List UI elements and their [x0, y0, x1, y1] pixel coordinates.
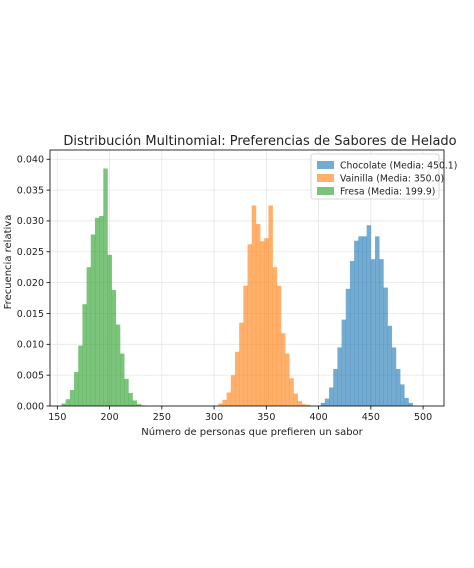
histogram-bar [78, 345, 83, 406]
x-tick-label: 500 [414, 412, 432, 423]
series-0 [320, 225, 413, 406]
histogram-bar [370, 259, 376, 406]
x-tick-label: 250 [153, 412, 171, 423]
histogram-bar [404, 397, 409, 406]
histogram-bar [107, 254, 112, 406]
y-tick-label: 0.015 [17, 309, 44, 320]
histogram-bar [115, 324, 121, 406]
legend-label: Fresa (Media: 199.9) [340, 187, 435, 198]
histogram-bar [379, 259, 384, 406]
y-tick-label: 0.005 [17, 370, 44, 381]
histogram-bar [222, 399, 227, 406]
histogram-bar [297, 401, 303, 406]
histogram-bar [400, 384, 405, 406]
histogram-bar [247, 244, 253, 406]
histogram-bar [251, 205, 257, 406]
histogram-bar [74, 372, 79, 406]
y-tick-label: 0.000 [17, 401, 44, 412]
x-tick-label: 450 [362, 412, 380, 423]
histogram-bar [349, 261, 355, 406]
histogram-bar [243, 285, 248, 406]
histogram-bar [268, 205, 273, 406]
histogram-bar [218, 403, 223, 406]
histogram-bar [124, 378, 129, 406]
histogram-bar [306, 404, 311, 406]
histogram-bar [136, 404, 142, 406]
legend: Chocolate (Media: 450.1) Vainilla (Media:… [310, 153, 457, 200]
histogram-bar [387, 325, 393, 406]
histogram-bar [99, 216, 104, 406]
y-tick-label: 0.025 [17, 247, 44, 258]
histogram-bar [128, 393, 133, 406]
histogram-bar [132, 400, 138, 406]
histogram-bar [358, 236, 363, 406]
histogram-bar [383, 287, 388, 406]
legend-box [310, 153, 440, 200]
histogram-bar [341, 319, 347, 406]
y-tick-label: 0.035 [17, 185, 44, 196]
histogram-bar [90, 234, 96, 406]
histogram-bar [375, 236, 380, 406]
legend-swatch [317, 187, 334, 195]
legend-swatch [317, 161, 334, 169]
histogram-bar [103, 168, 108, 406]
histogram-bar [280, 333, 286, 406]
histogram-bar [391, 347, 397, 406]
x-tick-label: 150 [48, 412, 66, 423]
histogram-bar [230, 375, 236, 406]
histogram-bars [61, 168, 413, 406]
histogram-bar [276, 285, 282, 406]
histogram-bar [264, 238, 269, 406]
histogram-bar [120, 353, 125, 406]
histogram-bar [94, 217, 100, 406]
histogram-bar [333, 368, 338, 406]
y-tick-label: 0.010 [17, 340, 44, 351]
histogram-bar [301, 404, 307, 406]
histogram-bar [329, 387, 334, 406]
histogram-bar [272, 267, 278, 406]
histogram-bar [408, 402, 413, 406]
legend-swatch [317, 174, 334, 182]
histogram-bar [324, 398, 330, 406]
y-tick-label: 0.040 [17, 155, 44, 166]
histogram-bar [354, 240, 359, 406]
y-tick-label: 0.030 [17, 216, 44, 227]
series-2 [61, 168, 146, 406]
histogram-bar [289, 378, 294, 406]
histogram-bar [255, 224, 261, 406]
histogram-bar [260, 241, 265, 406]
x-axis-label: Número de personas que prefieren un sabo… [141, 426, 363, 438]
histogram-bar [82, 304, 87, 406]
histogram-bar [320, 402, 326, 406]
chart-title: Distribución Multinomial: Preferencias d… [63, 134, 456, 149]
histogram-bar [69, 389, 75, 406]
y-axis-label: Frecuencia relativa [3, 215, 14, 310]
series-1 [218, 205, 311, 406]
histogram-bar [293, 393, 298, 406]
y-tick-label: 0.020 [17, 278, 44, 289]
x-tick-label: 200 [100, 412, 118, 423]
plot-frame [49, 149, 445, 407]
histogram-bar [362, 236, 367, 406]
histogram-bar [337, 347, 342, 406]
histogram-bar [86, 267, 92, 406]
histogram-bar [234, 351, 240, 406]
histogram-bar [61, 403, 66, 406]
axes: 150 200 250 300 350 400 450 500 0.000 0.005 0.010 0… [17, 155, 432, 423]
histogram-bar [111, 290, 117, 406]
histogram-bar [239, 322, 244, 406]
legend-label: Chocolate (Media: 450.1) [340, 161, 457, 172]
histogram-bar [345, 288, 351, 406]
histogram-bar [65, 399, 71, 406]
histogram-bar [366, 225, 372, 406]
x-tick-label: 400 [310, 412, 328, 423]
legend-label: Vainilla (Media: 350.0) [340, 174, 444, 185]
x-tick-label: 300 [205, 412, 223, 423]
histogram-bar [285, 353, 290, 406]
histogram-bar [226, 392, 232, 406]
histogram-bar [395, 368, 401, 406]
x-tick-label: 350 [257, 412, 275, 423]
